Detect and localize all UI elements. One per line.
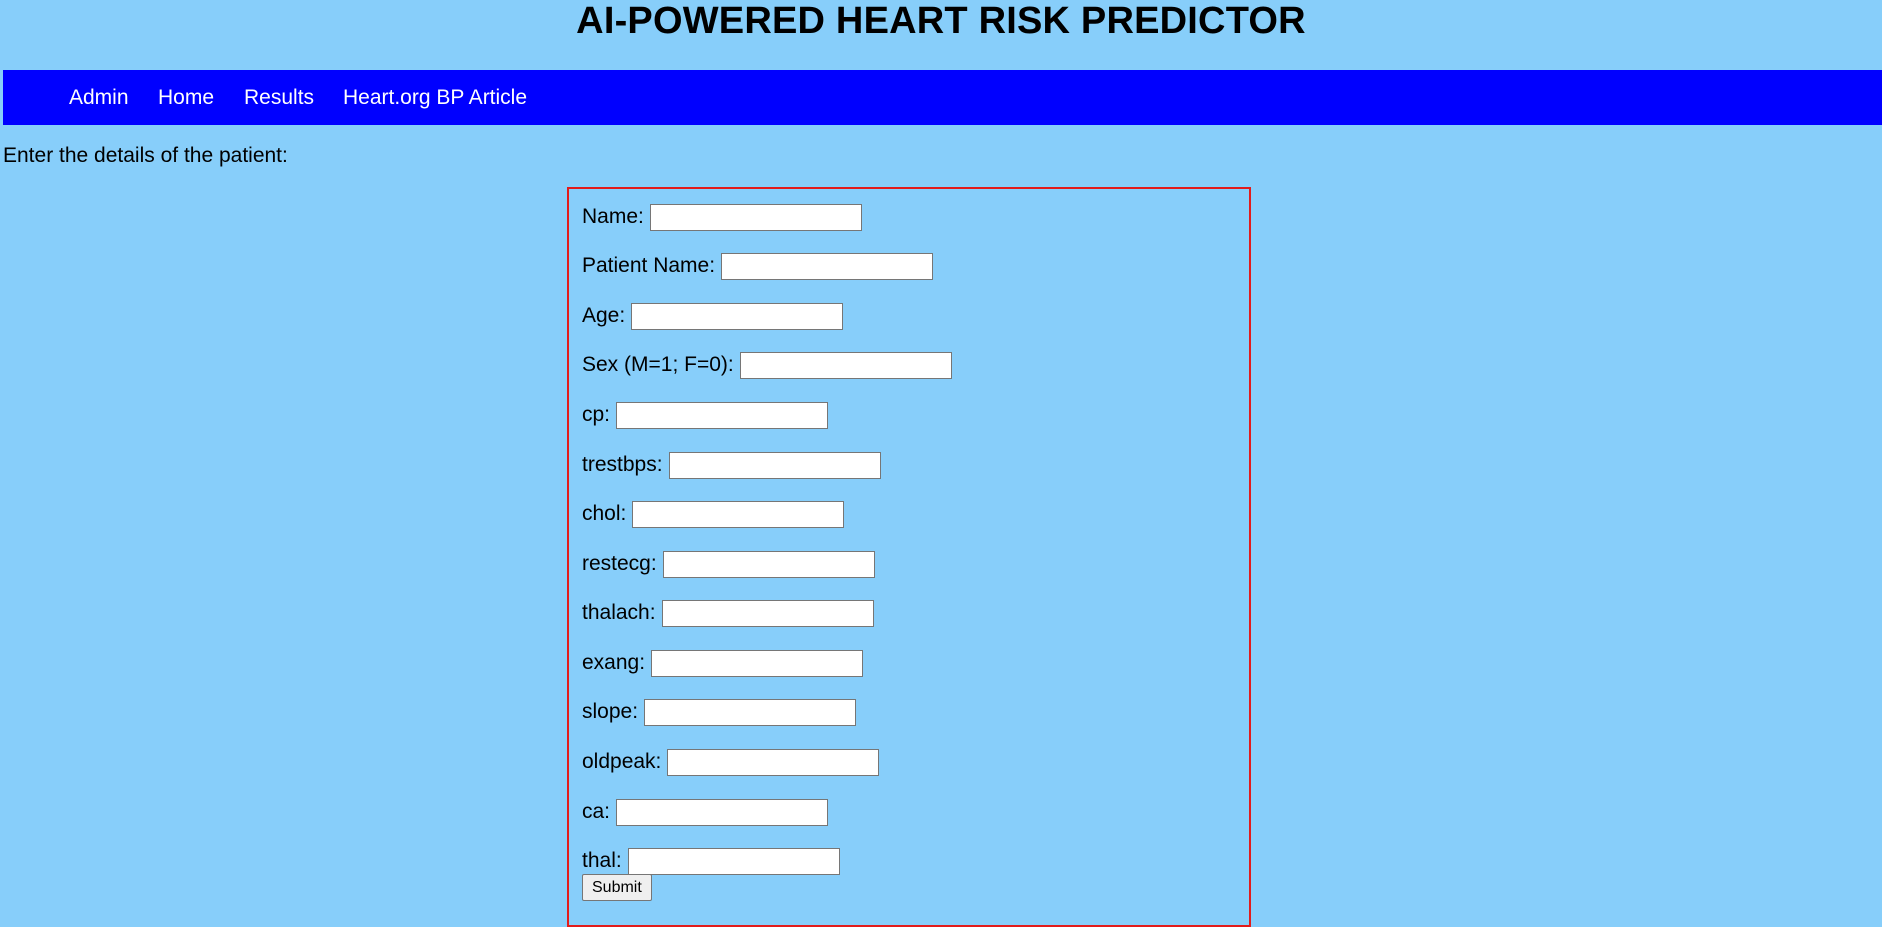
thalach-label: thalach: bbox=[582, 601, 656, 624]
exang-label: exang: bbox=[582, 651, 646, 674]
exang-input[interactable] bbox=[651, 649, 864, 677]
field-row-age: Age: bbox=[582, 302, 844, 330]
patient-name-label: Patient Name: bbox=[582, 254, 716, 277]
field-row-oldpeak: oldpeak: bbox=[582, 748, 880, 776]
restecg-input[interactable] bbox=[662, 550, 875, 578]
cp-input[interactable] bbox=[616, 401, 829, 429]
age-input[interactable] bbox=[631, 302, 844, 330]
ca-label: ca: bbox=[582, 800, 611, 823]
name-label: Name: bbox=[582, 205, 644, 228]
field-row-name: Name: bbox=[582, 203, 862, 231]
intro-text: Enter the details of the patient: bbox=[3, 144, 288, 167]
field-row-restecg: restecg: bbox=[582, 550, 875, 578]
field-row-thalach: thalach: bbox=[582, 599, 874, 627]
nav-link-results[interactable]: Results bbox=[244, 86, 315, 109]
slope-label: slope: bbox=[582, 700, 639, 723]
chol-input[interactable] bbox=[632, 500, 845, 528]
page-title: AI-POWERED HEART RISK PREDICTOR bbox=[576, 0, 1306, 42]
nav-link-admin[interactable]: Admin bbox=[69, 86, 129, 109]
oldpeak-input[interactable] bbox=[667, 748, 880, 776]
name-input[interactable] bbox=[649, 203, 862, 231]
thal-input[interactable] bbox=[627, 847, 840, 875]
ca-input[interactable] bbox=[616, 798, 829, 826]
field-row-slope: slope: bbox=[582, 698, 857, 726]
thalach-input[interactable] bbox=[661, 599, 874, 627]
restecg-label: restecg: bbox=[582, 552, 657, 575]
trestbps-label: trestbps: bbox=[582, 453, 663, 476]
nav-bar: Admin Home Results Heart.org BP Article bbox=[3, 70, 1882, 125]
age-label: Age: bbox=[582, 304, 626, 327]
field-row-exang: exang: bbox=[582, 649, 864, 677]
patient-form: Name: Patient Name: Age: Sex (M=1; F=0):… bbox=[567, 187, 1251, 927]
field-row-patient-name: Patient Name: bbox=[582, 252, 934, 280]
patient-name-input[interactable] bbox=[721, 252, 934, 280]
nav-link-home[interactable]: Home bbox=[158, 86, 215, 109]
field-row-thal: thal: bbox=[582, 847, 840, 875]
field-row-trestbps: trestbps: bbox=[582, 451, 881, 479]
sex-input[interactable] bbox=[739, 351, 952, 379]
submit-button[interactable]: Submit bbox=[582, 874, 652, 901]
oldpeak-label: oldpeak: bbox=[582, 750, 662, 773]
field-row-chol: chol: bbox=[582, 500, 845, 528]
field-row-sex: Sex (M=1; F=0): bbox=[582, 351, 952, 379]
slope-input[interactable] bbox=[644, 698, 857, 726]
chol-label: chol: bbox=[582, 502, 627, 525]
trestbps-input[interactable] bbox=[668, 451, 881, 479]
nav-link-heart-org-bp-article[interactable]: Heart.org BP Article bbox=[343, 86, 528, 109]
field-row-cp: cp: bbox=[582, 401, 829, 429]
cp-label: cp: bbox=[582, 403, 611, 426]
sex-label: Sex (M=1; F=0): bbox=[582, 353, 734, 376]
field-row-ca: ca: bbox=[582, 798, 829, 826]
thal-label: thal: bbox=[582, 849, 622, 872]
